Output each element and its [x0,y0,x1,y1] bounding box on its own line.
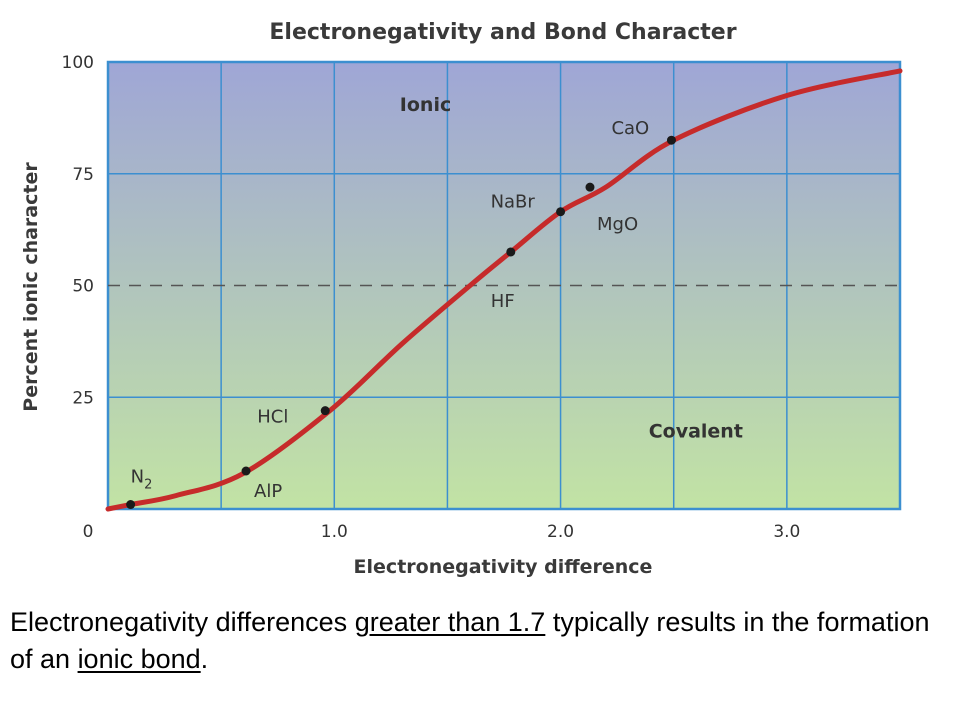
point-label-nabr: NaBr [491,192,536,213]
ionic-character-curve [105,68,903,512]
x-axis-label: Electronegativity difference [354,556,653,578]
caption-underline-threshold: greater than 1.7 [354,607,546,637]
caption-text-2: typically results in the formation of an [10,607,930,674]
x-tick-label: 3.0 [773,522,800,542]
axis-ticks: 25 50 75 100 0 1.0 2.0 3.0 [62,53,801,542]
electronegativity-chart: Electronegativity and Bond Character 25 5… [20,20,903,578]
x-tick-label: 1.0 [321,522,348,542]
caption: Electronegativity differences greater th… [10,604,950,678]
region-labels: Ionic Covalent [400,94,743,442]
region-label-covalent: Covalent [649,420,743,442]
point-label-cao: CaO [611,118,649,139]
y-tick-label: 50 [72,277,94,297]
caption-text-3: . [200,644,209,674]
data-point-hcl [320,406,330,416]
caption-underline-ionic-bond: ionic bond [77,644,201,674]
data-point-cao [666,135,676,145]
point-label-hcl: HCl [257,407,288,428]
y-tick-label: 75 [72,165,94,185]
point-label-alp: AlP [254,481,282,502]
data-point-n2 [126,500,136,510]
x-tick-label: 2.0 [547,522,574,542]
point-label-mgo: MgO [597,214,638,235]
y-axis-label: Percent ionic character [20,162,42,412]
region-label-ionic: Ionic [400,94,451,116]
y-tick-label: 25 [72,388,94,408]
y-tick-label: 100 [62,53,94,73]
point-label-hf: HF [491,291,515,312]
data-point-nabr [556,207,566,217]
data-point-alp [241,466,251,476]
data-point-mgo [585,182,595,192]
data-point-hf [506,247,516,257]
chart-title: Electronegativity and Bond Character [269,20,736,45]
x-tick-label: 0 [83,522,94,542]
caption-text-1: Electronegativity differences [10,607,355,637]
